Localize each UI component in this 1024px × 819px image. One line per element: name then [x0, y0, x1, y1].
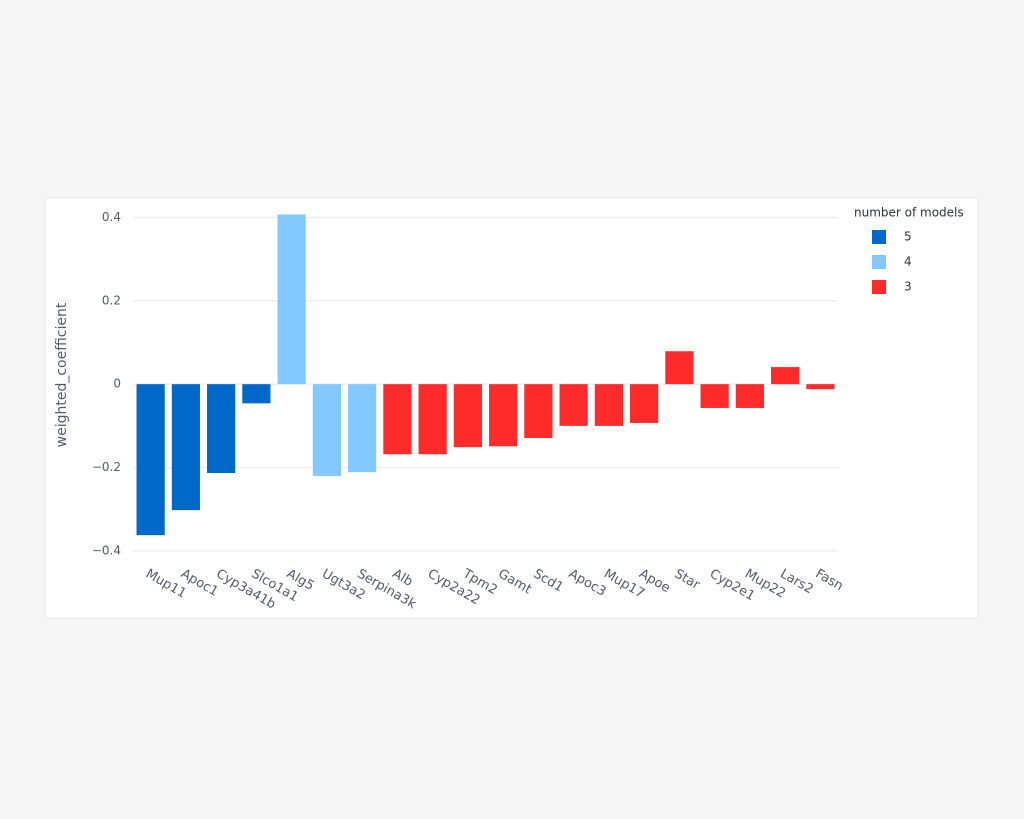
- legend-swatch: [872, 280, 886, 294]
- bar: [771, 367, 800, 385]
- legend-swatch: [872, 255, 886, 269]
- bar: [242, 384, 271, 404]
- bar: [418, 384, 447, 455]
- bar: [348, 384, 377, 473]
- y-tick-label: 0.2: [102, 293, 121, 307]
- bar: [524, 384, 553, 438]
- bar: [700, 384, 729, 408]
- legend-swatch: [872, 230, 886, 244]
- legend-label: 3: [904, 280, 912, 294]
- y-tick-label: 0.4: [102, 210, 121, 224]
- y-tick-label: −0.4: [92, 544, 121, 558]
- legend-label: 5: [904, 230, 912, 244]
- bar: [171, 384, 200, 511]
- y-tick-label: −0.2: [92, 460, 121, 474]
- bar: [136, 384, 165, 536]
- y-axis-label: weighted_coefficient: [54, 302, 70, 447]
- bar: [559, 384, 588, 426]
- bar: [665, 351, 694, 385]
- y-tick-label: 0: [113, 377, 121, 391]
- bar: [277, 214, 306, 385]
- bar: [453, 384, 482, 448]
- bar: [489, 384, 518, 447]
- bar: [630, 384, 659, 423]
- bar: [594, 384, 623, 426]
- bar: [806, 384, 835, 390]
- bar: [383, 384, 412, 455]
- legend-title: number of models: [854, 206, 964, 220]
- bar: [312, 384, 341, 476]
- legend-label: 4: [904, 255, 912, 269]
- bar: [735, 384, 764, 408]
- bar: [207, 384, 236, 474]
